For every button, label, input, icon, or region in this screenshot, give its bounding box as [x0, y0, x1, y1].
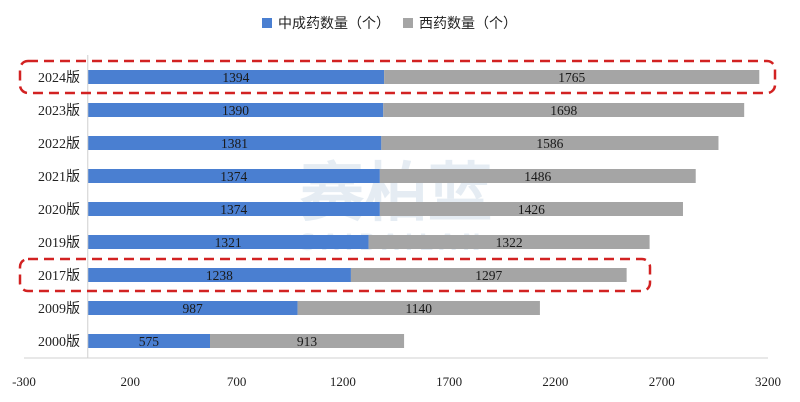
- value-label-2021-series-2: 1486: [524, 169, 551, 184]
- value-label-2022-series-2: 1586: [536, 136, 563, 151]
- value-label-2023-series-2: 1698: [550, 103, 577, 118]
- legend-swatch-series-2: [403, 18, 413, 28]
- value-label-2020-series-1: 1374: [220, 202, 247, 217]
- bar-2009-series-1: [87, 301, 298, 315]
- x-tick-label-3: 1200: [330, 374, 356, 389]
- category-label-2020: 2020版: [38, 202, 80, 218]
- x-tick-label-7: 3200: [755, 374, 781, 389]
- legend-label-series-1: 中成药数量（个）: [278, 16, 390, 32]
- watermark-text: 赛柏蓝: [300, 157, 492, 231]
- category-label-2022: 2022版: [38, 136, 80, 152]
- value-label-2020-series-2: 1426: [518, 202, 545, 217]
- bar-2009-series-2: [297, 301, 540, 315]
- bar-2017-series-2: [350, 268, 627, 282]
- category-label-2009: 2009版: [38, 301, 80, 317]
- category-label-2021: 2021版: [38, 169, 80, 185]
- highlight-frame-2017: [18, 257, 652, 293]
- legend-swatch-series-1: [262, 18, 272, 28]
- bar-2019-series-2: [368, 235, 650, 249]
- bar-2020-series-2: [379, 202, 683, 216]
- category-labels-layer: 2024版 2023版 2022版 2021版 2020版 2019版 2017版 2009版…: [38, 70, 80, 350]
- value-label-2021-series-1: 1374: [220, 169, 247, 184]
- legend-label-series-2: 西药数量（个）: [419, 16, 517, 32]
- x-tick-label-2: 700: [227, 374, 247, 389]
- bar-2021-series-2: [379, 169, 696, 183]
- bar-2023-series-1: [87, 103, 384, 117]
- value-label-2022-series-1: 1381: [221, 136, 248, 151]
- category-label-2000: 2000版: [38, 334, 80, 350]
- bar-2021-series-1: [87, 169, 380, 183]
- bar-2019-series-1: [87, 235, 369, 249]
- value-label-2019-series-2: 1322: [496, 235, 523, 250]
- x-tick-label-6: 2700: [649, 374, 675, 389]
- x-tick-label-1: 200: [121, 374, 141, 389]
- category-label-2024: 2024版: [38, 70, 80, 86]
- bar-2022-series-1: [87, 136, 382, 150]
- value-label-2017-series-2: 1297: [475, 268, 502, 283]
- category-label-2019: 2019版: [38, 235, 80, 251]
- category-label-2017: 2017版: [38, 268, 80, 284]
- bar-2024-series-1: [87, 70, 385, 84]
- x-axis: -300 200 700 1200 1700 2200 2700 3200: [12, 55, 781, 389]
- bar-2017-series-1: [87, 268, 351, 282]
- value-label-2000-series-2: 913: [297, 334, 318, 349]
- bar-2022-series-2: [381, 136, 719, 150]
- highlight-frame-2024: [18, 59, 777, 95]
- bar-2020-series-1: [87, 202, 380, 216]
- bar-2023-series-2: [383, 103, 745, 117]
- value-label-2019-series-1: 1321: [215, 235, 242, 250]
- value-label-2024-series-2: 1765: [558, 70, 585, 85]
- legend: 中成药数量（个） 西药数量（个）: [262, 16, 517, 32]
- bars-layer: [87, 70, 760, 348]
- value-label-2000-series-1: 575: [139, 334, 160, 349]
- category-label-2023: 2023版: [38, 103, 80, 119]
- value-labels-layer: 1394 1765 1390 1698 1381 1586 1374 1486 1374 1426…: [139, 70, 586, 349]
- bar-2024-series-2: [384, 70, 760, 84]
- value-label-2009-series-1: 987: [183, 301, 204, 316]
- value-label-2009-series-2: 1140: [405, 301, 432, 316]
- value-label-2024-series-1: 1394: [222, 70, 249, 85]
- highlight-frames: [18, 59, 777, 293]
- x-tick-label-5: 2200: [542, 374, 568, 389]
- x-tick-label-0: -300: [12, 374, 36, 389]
- bar-2000-series-1: [87, 334, 210, 348]
- value-label-2017-series-1: 1238: [206, 268, 233, 283]
- value-label-2023-series-1: 1390: [222, 103, 249, 118]
- x-tick-label-4: 1700: [436, 374, 462, 389]
- bar-2000-series-2: [210, 334, 405, 348]
